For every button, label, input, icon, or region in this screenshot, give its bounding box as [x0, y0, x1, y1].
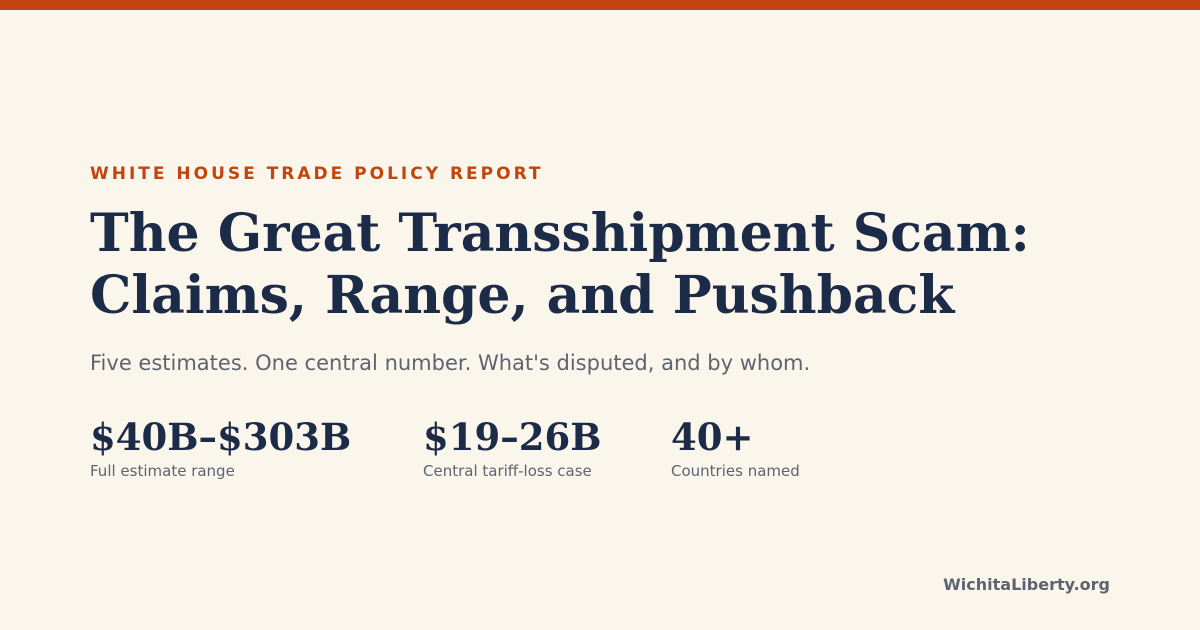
hero-content: WHITE HOUSE TRADE POLICY REPORT The Grea…	[90, 163, 1130, 481]
stat-value: $19–26B	[423, 415, 602, 459]
stat-label: Central tariff-loss case	[423, 462, 592, 480]
stat-value: 40+	[671, 415, 754, 459]
page-subtitle: Five estimates. One central number. What…	[90, 351, 811, 375]
stat-estimate-range: $40B–$303B Full estimate range	[90, 415, 423, 481]
stat-countries-named: 40+ Countries named	[671, 415, 871, 481]
stats-row: $40B–$303B Full estimate range $19–26B C…	[90, 415, 1130, 481]
site-name: WichitaLiberty.org	[943, 575, 1110, 594]
page-title: The Great Transshipment Scam: Claims, Ra…	[90, 203, 1130, 327]
report-kicker: WHITE HOUSE TRADE POLICY REPORT	[90, 164, 544, 184]
stat-central-case: $19–26B Central tariff-loss case	[423, 415, 671, 481]
stat-label: Full estimate range	[90, 462, 235, 480]
title-line-1: The Great Transshipment Scam:	[90, 203, 1030, 264]
title-line-2: Claims, Range, and Pushback	[90, 265, 955, 326]
top-accent-bar	[0, 0, 1200, 10]
stat-value: $40B–$303B	[90, 415, 352, 459]
stat-label: Countries named	[671, 462, 800, 480]
